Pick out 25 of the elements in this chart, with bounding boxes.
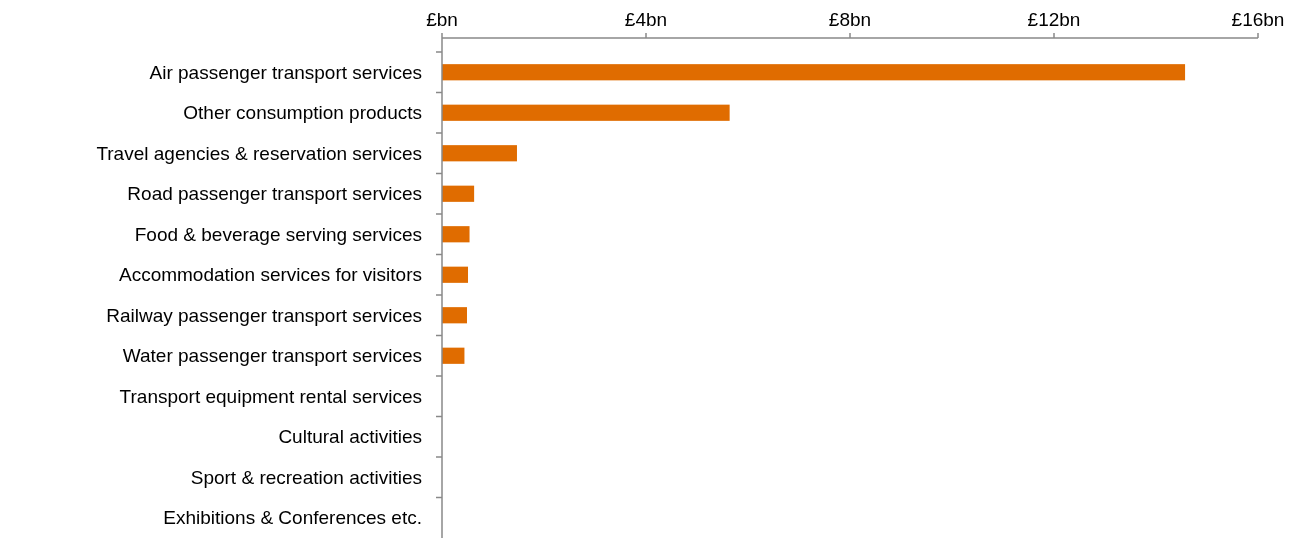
y-tick-label: Accommodation services for visitors	[118, 264, 422, 286]
y-tick-label: Sport & recreation activities	[190, 466, 422, 488]
bar	[442, 185, 475, 202]
y-tick-label: Travel agencies & reservation services	[96, 142, 422, 164]
y-tick-label: Railway passenger transport services	[106, 304, 422, 326]
bar	[442, 226, 470, 243]
x-tick-label: £8bn	[828, 9, 872, 30]
y-tick-label: Other consumption products	[183, 102, 422, 124]
bar	[442, 347, 465, 364]
x-tick-label: £bn	[426, 9, 458, 30]
y-tick-label: Road passenger transport services	[127, 183, 422, 205]
bar	[442, 145, 517, 162]
x-tick-label: £16bn	[1231, 9, 1285, 30]
bar	[442, 266, 469, 283]
x-tick-label: £4bn	[624, 9, 668, 30]
y-tick-label: Exhibitions & Conferences etc.	[163, 507, 422, 529]
bar	[442, 307, 467, 324]
y-tick-label: Transport equipment rental services	[119, 385, 422, 407]
y-tick-label: Air passenger transport services	[149, 61, 422, 83]
bar	[442, 64, 1186, 81]
y-tick-label: Food & beverage serving services	[134, 223, 422, 245]
bar	[442, 104, 730, 121]
y-tick-label: Cultural activities	[278, 426, 422, 448]
x-tick-label: £12bn	[1027, 9, 1081, 30]
y-tick-label: Water passenger transport services	[122, 345, 422, 367]
